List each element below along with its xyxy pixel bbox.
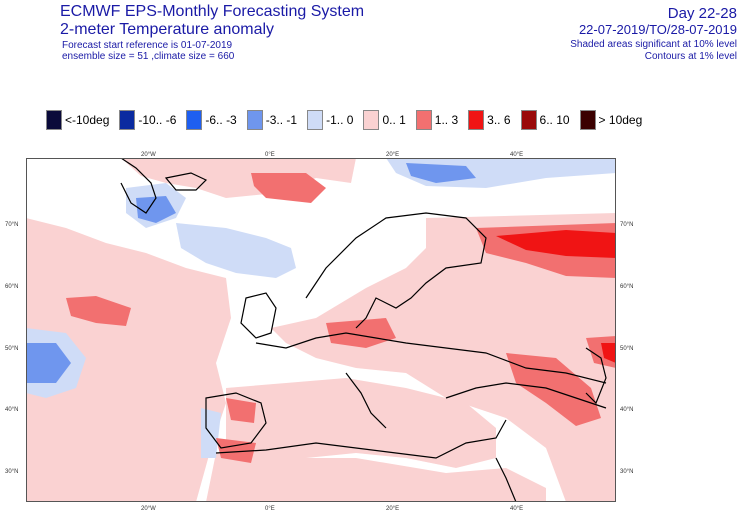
legend-label: -10.. -6	[138, 113, 177, 127]
lat-label-left: 40°N	[5, 407, 18, 413]
legend-item: 1.. 3	[415, 110, 459, 130]
anomaly-map	[26, 158, 616, 502]
lat-label-right: 60°N	[620, 284, 633, 290]
ensemble-size: ensemble size = 51 ,climate size = 660	[62, 51, 235, 62]
coastline-turkey	[445, 382, 607, 409]
lat-label-left: 30°N	[5, 469, 18, 475]
lat-label-right: 40°N	[620, 407, 633, 413]
lon-label-bottom: 40°E	[510, 506, 523, 512]
legend-label: <-10deg	[65, 113, 110, 127]
warm-medium-iceland	[251, 173, 326, 203]
warm-medium-atlantic	[66, 296, 131, 326]
legend-label: -6.. -3	[205, 113, 237, 127]
legend-swatch	[307, 110, 324, 130]
legend-swatch	[468, 110, 485, 130]
lat-label-left: 50°N	[5, 346, 18, 352]
color-legend: <-10deg -10.. -6 -6.. -3 -3.. -1 -1.. 0 0.. 1…	[46, 108, 652, 132]
legend-label: -1.. 0	[326, 113, 354, 127]
legend-label: -3.. -1	[265, 113, 298, 127]
legend-item: -3.. -1	[246, 110, 298, 130]
warm-strong-russia	[496, 230, 616, 258]
legend-item: -1.. 0	[307, 110, 353, 130]
warm-anomaly-mediterranean	[226, 378, 496, 468]
date-range: 22-07-2019/TO/28-07-2019	[578, 22, 737, 37]
legend-swatch	[579, 110, 596, 130]
warm-anomaly-north	[121, 158, 356, 198]
warm-medium-turkey	[506, 353, 601, 426]
legend-item: 3.. 6	[468, 110, 511, 130]
legend-swatch	[415, 110, 432, 130]
legend-swatch	[186, 110, 203, 130]
lat-label-right: 70°N	[620, 222, 633, 228]
coastline-caspian	[585, 347, 607, 405]
coastline-italy	[345, 372, 387, 429]
lat-label-left: 60°N	[5, 284, 18, 290]
lon-label-bottom: 0°E	[265, 506, 275, 512]
coastline-red-sea	[495, 457, 517, 502]
coastline-greenland	[120, 158, 157, 214]
forecast-start-reference: Forecast start reference is 01-07-2019	[62, 40, 233, 51]
warm-anomaly-russia	[271, 213, 616, 502]
map-frame	[26, 158, 616, 502]
shaded-significance-note: Shaded areas significant at 10% level	[570, 39, 737, 50]
legend-item: -10.. -6	[119, 110, 176, 130]
legend-swatch	[520, 110, 537, 130]
cool-medium-greenland	[136, 196, 176, 223]
anomaly-shading	[26, 158, 616, 502]
coastline-scandinavia	[305, 212, 487, 329]
coastline-iceland	[164, 172, 208, 191]
legend-swatch	[46, 110, 62, 130]
coastline-europe	[255, 332, 607, 384]
warm-medium-italy	[226, 398, 256, 423]
lon-label-bottom: 20°W	[141, 506, 156, 512]
legend-label: 3.. 6	[487, 113, 511, 127]
legend-item: 0.. 1	[363, 110, 406, 130]
day-range: Day 22-28	[667, 5, 737, 22]
coastline-mediterranean	[215, 419, 507, 459]
cool-anomaly-atlantic	[176, 223, 296, 278]
legend-swatch	[363, 110, 380, 130]
legend-item: <-10deg	[46, 110, 109, 130]
warm-strong-caspian	[601, 343, 616, 363]
warm-anomaly-atlantic	[26, 218, 231, 502]
warm-anomaly-north-africa	[206, 453, 546, 502]
legend-item: -6.. -3	[186, 110, 237, 130]
lon-label-bottom: 20°E	[386, 506, 399, 512]
legend-swatch	[119, 110, 136, 130]
legend-label: > 10deg	[598, 113, 643, 127]
lat-label-right: 30°N	[620, 469, 633, 475]
contour-significance-note: Contours at 1% level	[644, 51, 737, 62]
coastline-iberia	[205, 392, 267, 449]
cool-medium-west	[26, 343, 71, 383]
chart-subtitle: 2-meter Temperature anomaly	[60, 21, 275, 38]
legend-item: 6.. 10	[520, 110, 570, 130]
legend-label: 0.. 1	[382, 113, 406, 127]
legend-item: > 10deg	[579, 110, 643, 130]
lat-label-left: 70°N	[5, 222, 18, 228]
legend-label: 6.. 10	[539, 113, 570, 127]
legend-label: 1.. 3	[434, 113, 459, 127]
chart-title: ECMWF EPS-Monthly Forecasting System	[60, 3, 365, 20]
cool-medium-barents	[406, 163, 476, 183]
legend-swatch	[246, 110, 263, 130]
coastlines	[120, 158, 607, 502]
coastline-british-isles	[240, 292, 277, 339]
warm-medium-centraleurope	[326, 318, 396, 348]
lat-label-right: 50°N	[620, 346, 633, 352]
